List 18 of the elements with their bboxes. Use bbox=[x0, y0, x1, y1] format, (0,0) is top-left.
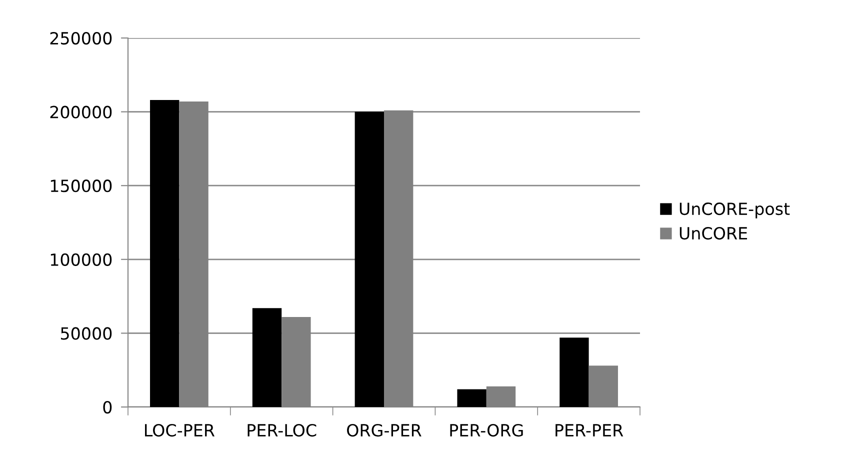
x-tick-label: PER-LOC bbox=[248, 424, 316, 437]
bar bbox=[252, 308, 282, 407]
y-tick-label: 200000 bbox=[50, 106, 112, 118]
x-tick-label: ORG-PER bbox=[347, 424, 422, 437]
x-tick-label: PER-ORG bbox=[450, 424, 523, 437]
legend-label: UnCORE-post bbox=[680, 202, 790, 218]
y-tick-label: 100000 bbox=[50, 253, 112, 266]
x-tick-label: LOC-PER bbox=[145, 424, 215, 437]
y-tick-label: 0 bbox=[103, 400, 112, 414]
y-tick-label: 150000 bbox=[50, 180, 112, 192]
legend-label: UnCORE bbox=[680, 226, 748, 240]
bar bbox=[560, 338, 589, 407]
bar bbox=[354, 112, 384, 407]
x-tick-label: PER-PER bbox=[556, 424, 624, 436]
bar bbox=[457, 389, 486, 407]
bar bbox=[150, 100, 180, 407]
y-tick-label: 250000 bbox=[50, 32, 112, 45]
y-tick-label: 50000 bbox=[60, 327, 112, 340]
